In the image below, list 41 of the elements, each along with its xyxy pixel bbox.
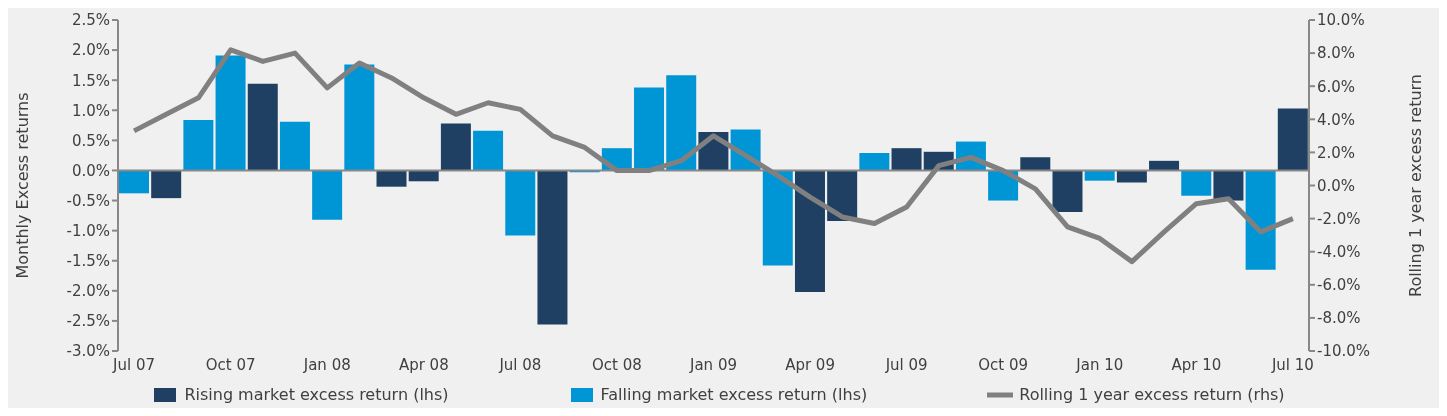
y-tick-label: -1.5% <box>66 252 110 271</box>
x-tick-label: Jan 08 <box>302 355 351 374</box>
y-tick-label: 1.0% <box>71 101 110 120</box>
legend-label: Rolling 1 year excess return (rhs) <box>1019 385 1285 404</box>
y-axis-title: Monthly Excess returns <box>12 92 32 279</box>
legend-label: Rising market excess return (lhs) <box>184 385 449 404</box>
y-tick-label: 0.5% <box>71 131 110 150</box>
x-tick-label: Jul 07 <box>112 355 156 374</box>
x-tick-label: Jul 09 <box>884 355 928 374</box>
x-tick-label: Apr 09 <box>785 355 835 374</box>
y-tick-label: -1.0% <box>66 221 110 240</box>
y2-tick-label: -8.0% <box>1317 309 1361 328</box>
y2-tick-label: -10.0% <box>1317 342 1371 361</box>
x-tick-label: Jan 09 <box>689 355 737 374</box>
y-tick-label: -2.0% <box>66 282 110 301</box>
y2-axis-title: Rolling 1 year excess return <box>1405 73 1425 298</box>
y2-tick-label: 0.0% <box>1317 176 1356 195</box>
y-tick-label: 2.0% <box>71 41 110 60</box>
y2-tick-label: -4.0% <box>1317 243 1361 262</box>
x-tick-label: Jul 10 <box>1270 355 1314 374</box>
y2-tick-label: -2.0% <box>1317 209 1361 228</box>
y2-tick-label: -6.0% <box>1317 276 1361 295</box>
y-tick-label: -0.5% <box>66 191 110 210</box>
x-tick-label: Oct 07 <box>205 355 256 374</box>
y-tick-label: 1.5% <box>71 71 110 90</box>
y2-tick-label: 6.0% <box>1317 77 1356 96</box>
x-tick-label: Jan 10 <box>1075 355 1124 374</box>
x-tick-label: Jul 08 <box>498 355 542 374</box>
y2-tick-label: 8.0% <box>1317 44 1356 63</box>
y-tick-label: 0.0% <box>71 161 110 180</box>
x-tick-label: Oct 09 <box>978 355 1029 374</box>
x-tick-label: Oct 08 <box>592 355 642 374</box>
y2-tick-label: 10.0% <box>1317 11 1365 30</box>
y2-tick-label: 4.0% <box>1317 110 1356 129</box>
y-tick-label: 2.5% <box>71 11 110 30</box>
y-tick-label: -3.0% <box>66 342 110 361</box>
x-tick-label: Apr 10 <box>1171 355 1222 374</box>
y2-tick-label: 2.0% <box>1317 143 1356 162</box>
legend-label: Falling market excess return (lhs) <box>600 385 868 404</box>
x-tick-label: Apr 08 <box>398 355 449 374</box>
y-tick-label: -2.5% <box>66 312 110 331</box>
